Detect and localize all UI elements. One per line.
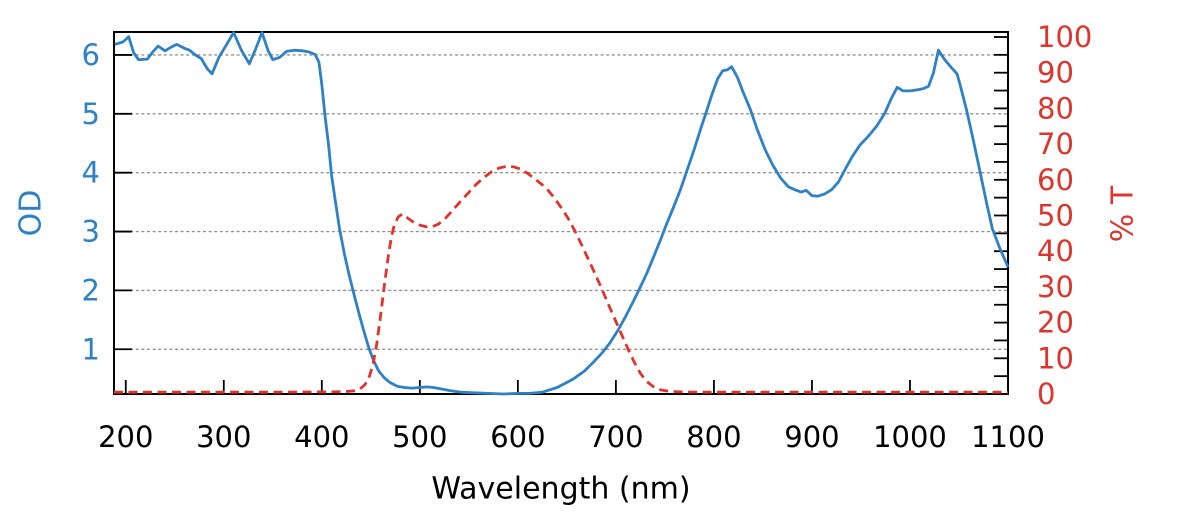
x-tick-label: 1100 <box>971 420 1045 454</box>
od-axis-title: OD <box>14 190 49 237</box>
od-tick-label: 2 <box>82 273 100 307</box>
od-tick-label: 6 <box>82 38 100 72</box>
t-axis-title: % T <box>1106 185 1141 242</box>
plot-frame <box>113 31 1009 395</box>
x-tick-label: 1000 <box>873 420 947 454</box>
x-tick-label: 500 <box>392 420 447 454</box>
x-axis-title: Wavelength (nm) <box>431 472 690 507</box>
data-curves <box>114 31 1010 396</box>
od-tick-label: 1 <box>82 332 100 366</box>
t-tick-label: 20 <box>1037 306 1074 340</box>
plot-border <box>113 31 1009 395</box>
x-tick-label: 300 <box>196 420 251 454</box>
x-tick-label: 600 <box>490 420 545 454</box>
t-tick-label: 60 <box>1037 163 1074 197</box>
od-curve-line <box>114 31 1010 396</box>
t-tick-label: 80 <box>1037 91 1074 125</box>
t-tick-label: 30 <box>1037 270 1074 304</box>
axis-ticks <box>114 36 1009 394</box>
od-tick-label: 5 <box>82 97 100 131</box>
t-tick-label: 100 <box>1037 20 1092 54</box>
x-tick-label: 400 <box>294 420 349 454</box>
od-tick-label: 4 <box>82 156 100 190</box>
t-tick-label: 10 <box>1037 341 1074 375</box>
t-tick-label: 90 <box>1037 56 1074 90</box>
transmission-curve-line <box>114 164 1008 394</box>
t-tick-label: 40 <box>1037 234 1074 268</box>
od-tick-label: 3 <box>82 215 100 249</box>
od-gridlines <box>113 54 1009 350</box>
t-tick-label: 50 <box>1037 198 1074 232</box>
x-tick-label: 200 <box>98 420 153 454</box>
t-tick-label: 0 <box>1037 377 1055 411</box>
t-tick-label: 70 <box>1037 127 1074 161</box>
x-tick-label: 800 <box>686 420 741 454</box>
x-tick-label: 700 <box>588 420 643 454</box>
x-tick-label: 900 <box>784 420 839 454</box>
